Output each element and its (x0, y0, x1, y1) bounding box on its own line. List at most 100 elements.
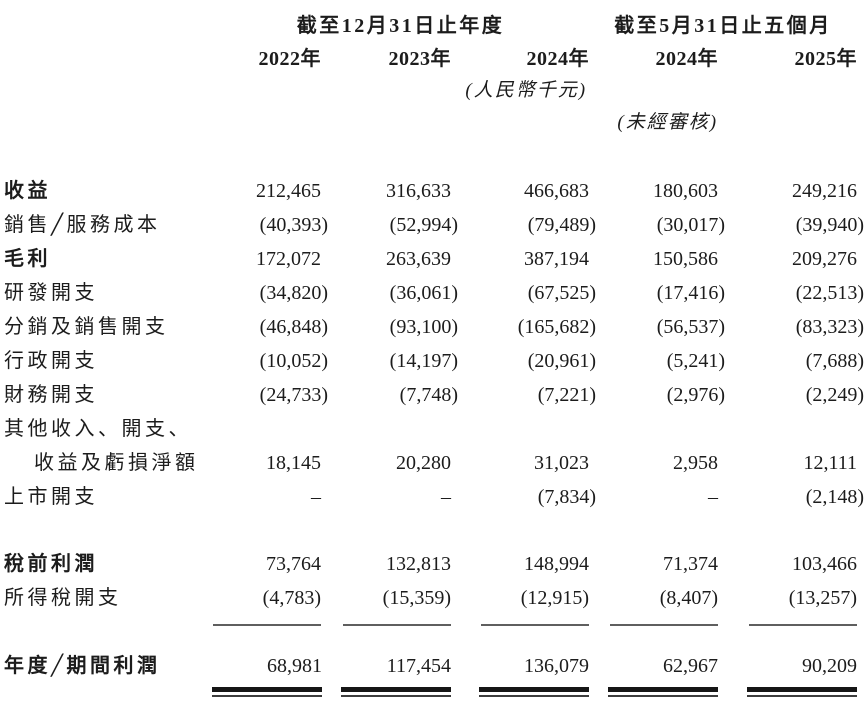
cell-value: (14,197) (389, 350, 458, 372)
cell-value: 466,683 (524, 180, 590, 202)
currency-note: (人民幣千元) (465, 80, 588, 101)
row-label: 所得稅開支 (4, 587, 122, 609)
cell-value: 2,958 (673, 452, 719, 474)
spacer-row (0, 138, 857, 174)
year-header-2024: 2024年 (526, 48, 590, 70)
cell-value: (52,994) (389, 214, 458, 236)
row-label: 毛利 (4, 248, 51, 270)
single-rule: (4,783) (213, 581, 321, 626)
row-label: 稅前利潤 (4, 553, 98, 575)
cell-value: (20,961) (527, 350, 597, 372)
cell-value: (10,052) (259, 350, 328, 372)
cell-value: (7,688) (805, 350, 865, 372)
row-label: 上市開支 (4, 486, 98, 508)
cell-value: 136,079 (451, 649, 590, 697)
cell-value: 172,072 (256, 248, 321, 270)
cell-value: (7,748) (399, 384, 458, 406)
cell-value: (7,834) (537, 486, 597, 508)
cell-value: 263,639 (386, 248, 451, 270)
cell-value: (8,407) (589, 581, 719, 626)
cell-value: 316,633 (386, 180, 451, 202)
cell-value: 18,145 (266, 452, 321, 474)
cell-value: (93,100) (389, 316, 458, 338)
cell-value: – (708, 486, 719, 508)
table-row-profit-for-period: 年度╱期間利潤 68,981 117,454 136,079 62,967 90… (0, 649, 858, 697)
column-group-annual: 截至12月31日止年度 (296, 15, 505, 37)
year-header-2024-5m: 2024年 (655, 48, 719, 70)
table-row-gross-profit: 毛利 172,072 263,639 387,194 150,586 209,2… (0, 242, 857, 276)
double-rule: 68,981 (212, 649, 322, 697)
cell-value: (7,221) (537, 384, 597, 406)
unaudited-note-row: (未經審核) (0, 104, 857, 138)
double-rule: 117,454 (341, 649, 451, 697)
table-row-profit-before-tax: 稅前利潤 73,764 132,813 148,994 71,374 103,4… (0, 547, 857, 581)
table-row-admin-expenses: 行政開支 (10,052) (14,197) (20,961) (5,241) … (0, 344, 865, 378)
cell-value: 148,994 (524, 553, 590, 575)
cell-value: 62,967 (589, 649, 719, 697)
cell-value: (2,976) (666, 384, 726, 406)
cell-value: (12,915) (451, 581, 590, 626)
cell-value: (40,393) (259, 214, 328, 236)
cell-value: (39,940) (795, 214, 865, 236)
cell-value: 212,465 (256, 180, 321, 202)
cell-value: 90,209 (718, 649, 858, 697)
cell-value: 150,586 (653, 248, 719, 270)
cell-value: (165,682) (517, 316, 597, 338)
cell-value: (22,513) (795, 282, 865, 304)
table-row-rd-expenses: 研發開支 (34,820) (36,061) (67,525) (17,416)… (0, 276, 865, 310)
column-group-header-row: 截至12月31日止年度 截至5月31日止五個月 (0, 8, 857, 40)
table-row-other-income-net: 其他收入、開支、 收益及虧損淨額 18,145 20,280 31,023 2,… (0, 412, 857, 480)
single-rule: (12,915) (481, 581, 590, 626)
empty-cell (0, 104, 589, 138)
single-rule: (13,257) (749, 581, 858, 626)
cell-value: 132,813 (386, 553, 451, 575)
cell-value: – (441, 486, 451, 508)
year-header-2025-5m: 2025年 (794, 48, 858, 70)
cell-value: (17,416) (656, 282, 726, 304)
cell-value: (15,359) (321, 581, 451, 626)
cell-value: (67,525) (527, 282, 597, 304)
row-label: 財務開支 (4, 384, 98, 406)
cell-value: 73,764 (266, 553, 321, 575)
cell-value: (46,848) (259, 316, 328, 338)
cell-value: 249,216 (792, 180, 858, 202)
single-rule: (15,359) (343, 581, 451, 626)
cell-value: (4,783) (212, 581, 321, 626)
empty-cell (0, 74, 212, 104)
cell-value: 103,466 (792, 553, 858, 575)
row-label: 收益 (4, 180, 51, 202)
table-row-cost-of-sales: 銷售╱服務成本 (40,393) (52,994) (79,489) (30,0… (0, 208, 865, 242)
cell-value: 31,023 (534, 452, 590, 474)
cell-value: 209,276 (792, 248, 858, 270)
table-row-listing-expenses: 上市開支 – – (7,834) – (2,148) (0, 480, 865, 514)
cell-value: (36,061) (389, 282, 458, 304)
row-label: 銷售╱服務成本 (4, 214, 161, 236)
cell-value: – (311, 486, 321, 508)
cell-value: (56,537) (656, 316, 726, 338)
cell-value: 180,603 (653, 180, 719, 202)
currency-note-row: (人民幣千元) (0, 74, 857, 104)
spacer-row (0, 615, 857, 649)
cell-value: (79,489) (527, 214, 597, 236)
cell-value: (2,148) (805, 486, 865, 508)
cell-value: (83,323) (795, 316, 865, 338)
cell-value: 387,194 (524, 248, 590, 270)
cell-value: (2,249) (805, 384, 865, 406)
table-row-distribution-selling-expenses: 分銷及銷售開支 (46,848) (93,100) (165,682) (56,… (0, 310, 865, 344)
cell-value: (13,257) (718, 581, 858, 626)
cell-value: 68,981 (212, 649, 322, 697)
cell-value: (24,733) (259, 384, 328, 406)
cell-value: (34,820) (259, 282, 328, 304)
cell-value: 12,111 (803, 452, 858, 474)
row-label: 分銷及銷售開支 (4, 316, 169, 338)
cell-value: (5,241) (666, 350, 726, 372)
single-rule: (8,407) (610, 581, 719, 626)
row-label-line1: 其他收入、開支、 (4, 418, 192, 440)
year-header-row: 2022年 2023年 2024年 2024年 2025年 (0, 40, 857, 74)
empty-cell (589, 74, 857, 104)
row-label-line2: 收益及虧損淨額 (34, 452, 199, 474)
row-label: 其他收入、開支、 收益及虧損淨額 (0, 412, 212, 480)
cell-value: (30,017) (656, 214, 726, 236)
cell-value: 71,374 (663, 553, 719, 575)
spacer-row (0, 514, 857, 547)
